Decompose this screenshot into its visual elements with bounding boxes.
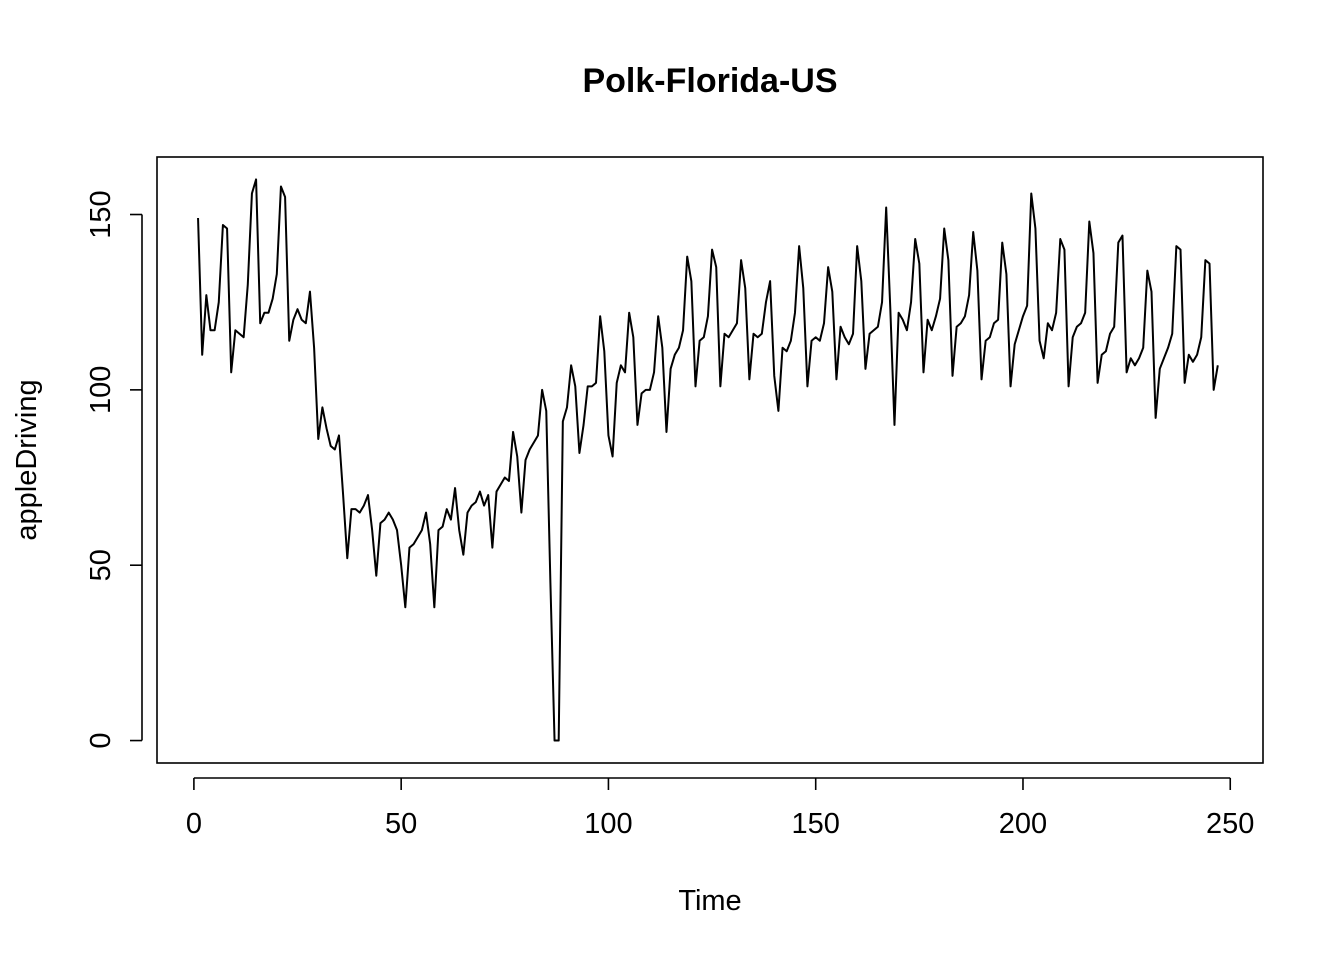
x-tick-label: 250: [1206, 808, 1254, 840]
x-axis-label: Time: [678, 885, 741, 917]
y-tick-label: 0: [85, 732, 117, 748]
y-tick-label: 150: [85, 190, 117, 238]
x-tick-label: 0: [186, 808, 202, 840]
x-tick-label: 100: [584, 808, 632, 840]
x-tick-label: 200: [999, 808, 1047, 840]
x-tick-label: 50: [385, 808, 417, 840]
x-tick-label: 150: [792, 808, 840, 840]
y-tick-label: 100: [85, 366, 117, 414]
y-axis: 0 50 100 150: [85, 190, 143, 749]
y-axis-label: appleDriving: [11, 379, 43, 540]
x-axis: 0 50 100 150 200 250: [186, 777, 1254, 840]
chart-title: Polk-Florida-US: [582, 62, 837, 100]
series-line: [197, 178, 1219, 742]
plot-frame: [156, 156, 1264, 764]
y-tick-label: 50: [85, 549, 117, 581]
